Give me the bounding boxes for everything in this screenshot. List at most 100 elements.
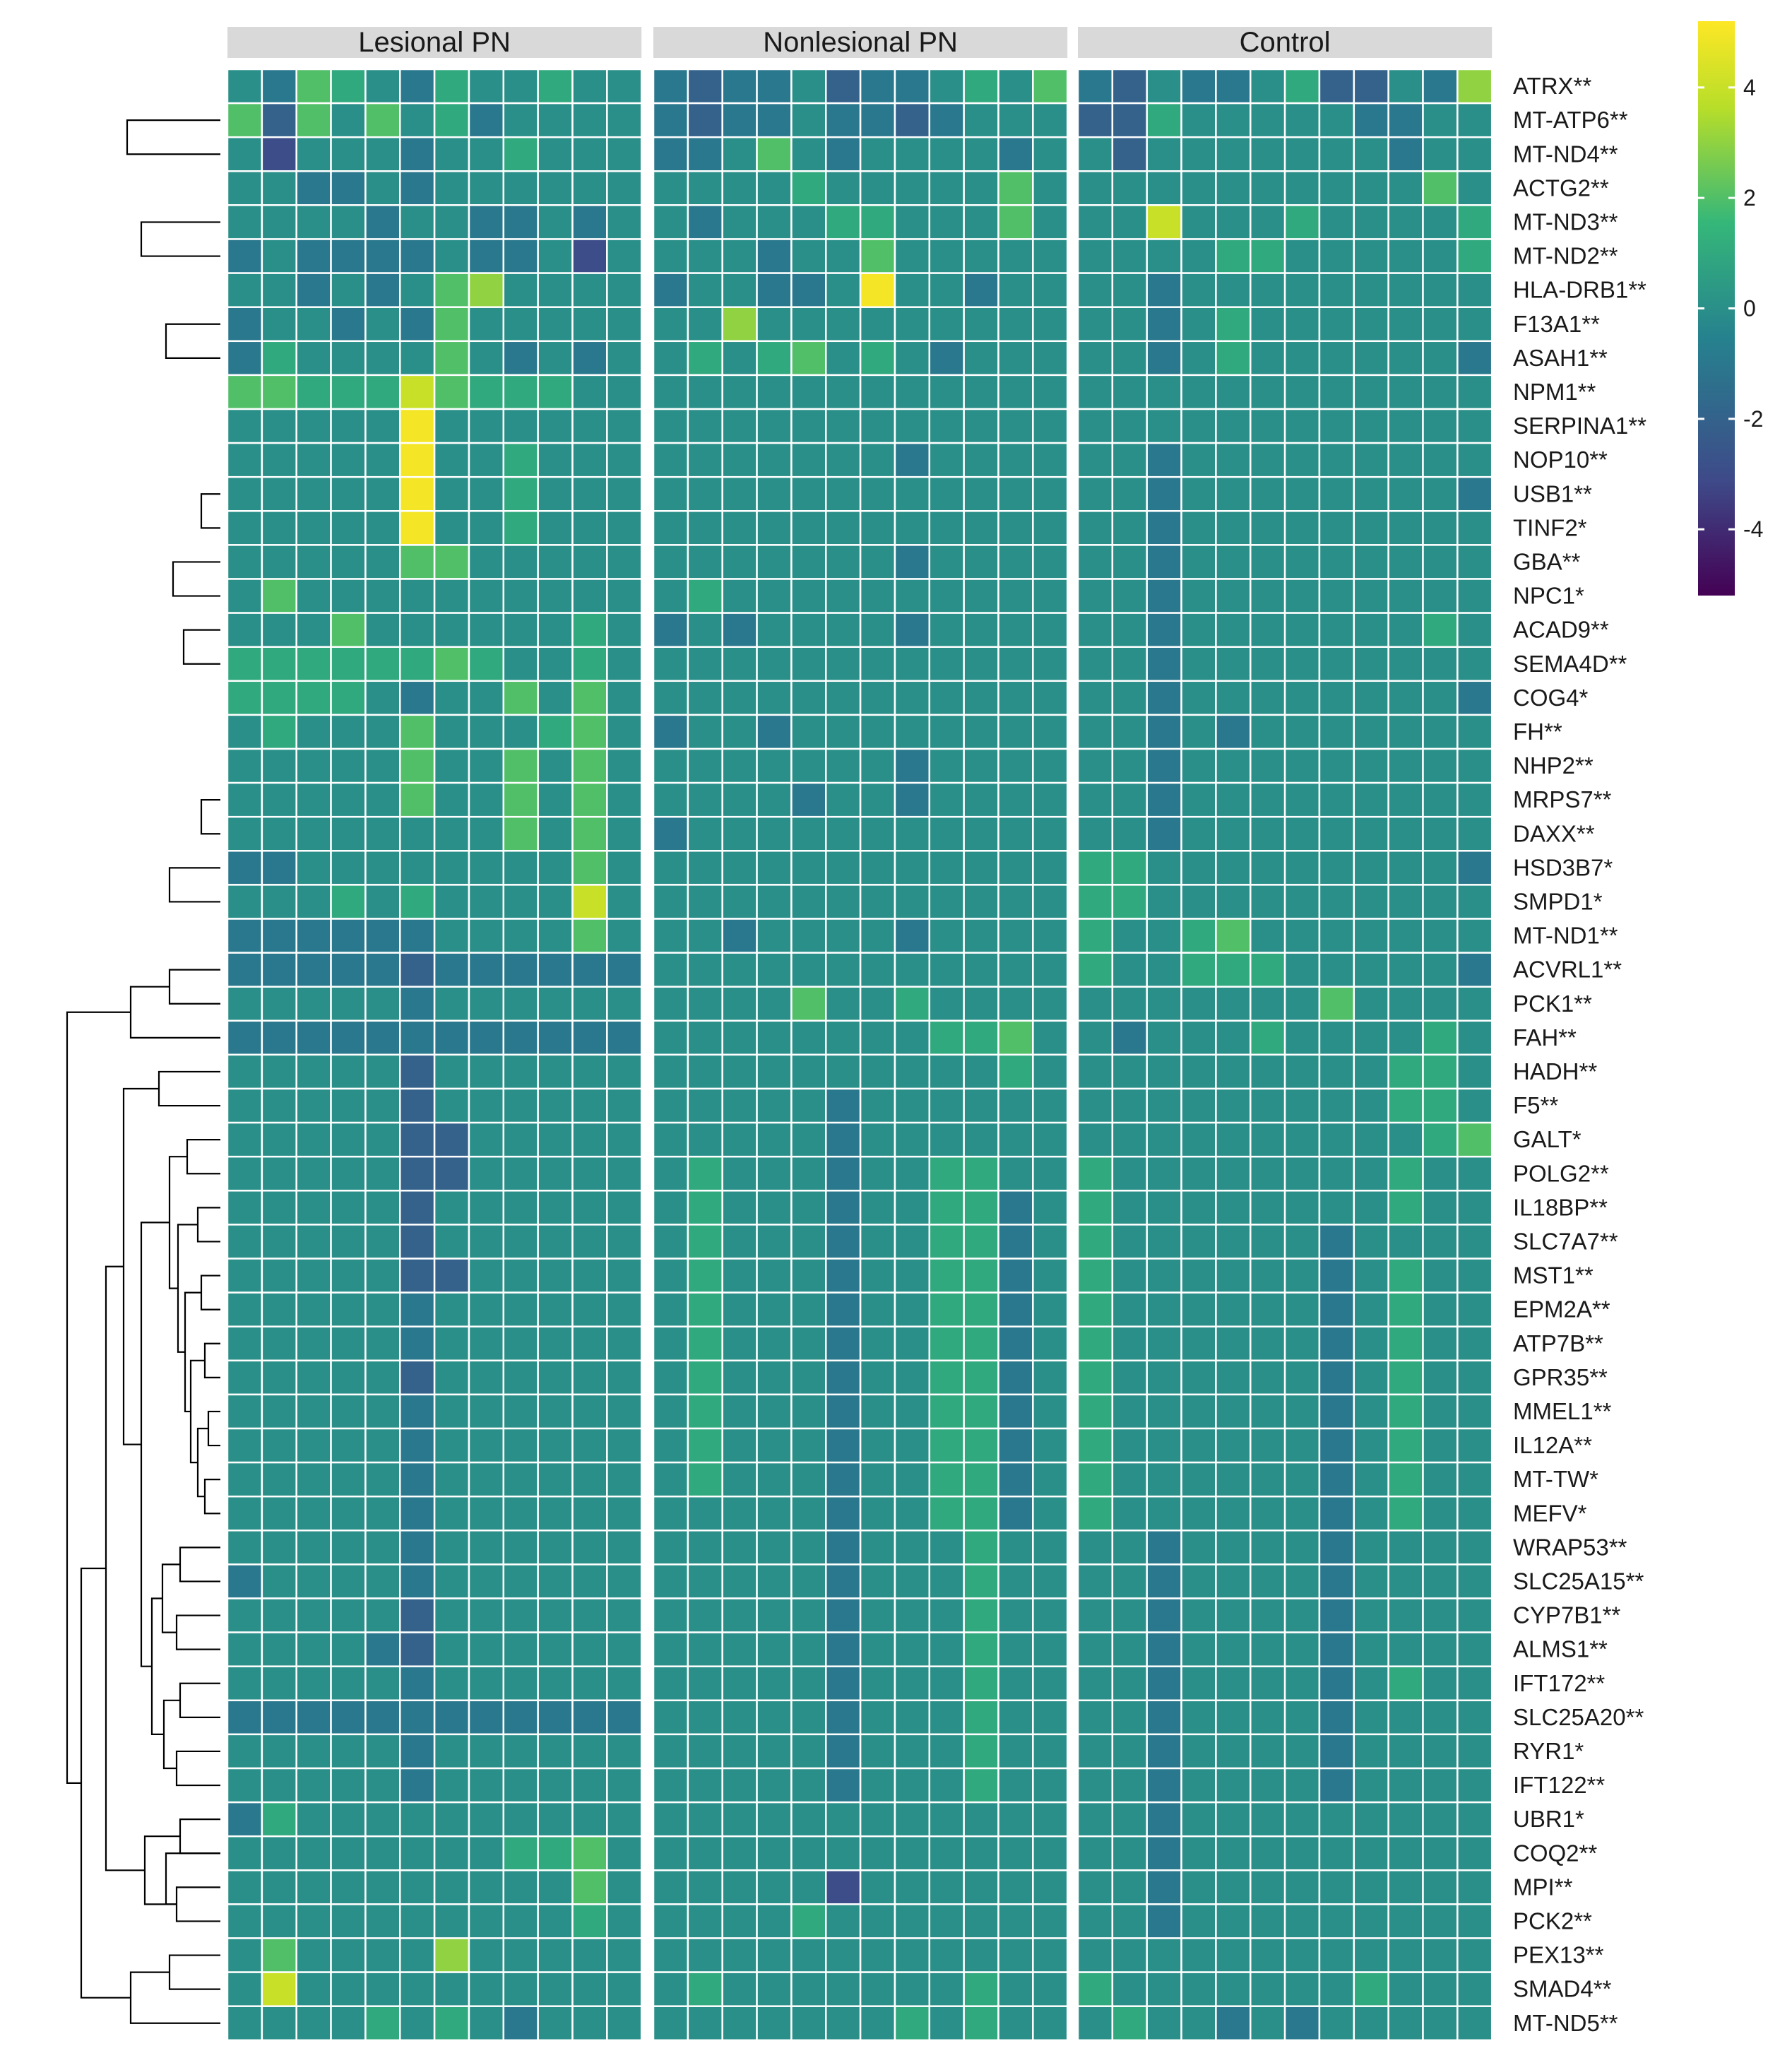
heatmap-cell	[1215, 170, 1252, 206]
heatmap-cell	[606, 1869, 643, 1905]
heatmap-cell	[1076, 238, 1114, 274]
gene-label: MT-ND1**	[1513, 923, 1618, 949]
heatmap-cell	[1076, 510, 1114, 546]
heatmap-cell	[1353, 612, 1389, 648]
heatmap-cell	[1387, 1190, 1424, 1226]
heatmap-cell	[756, 646, 793, 682]
heatmap-cell	[537, 2005, 574, 2042]
heatmap-cell	[1032, 1224, 1069, 1260]
heatmap-cell	[963, 1291, 999, 1327]
heatmap-cell	[652, 1699, 689, 1736]
heatmap-cell	[1353, 918, 1389, 954]
heatmap-cell	[859, 918, 896, 954]
heatmap-cell	[468, 1325, 505, 1362]
heatmap-cell	[226, 1903, 263, 1939]
heatmap-cell	[1250, 1461, 1286, 1498]
heatmap-cell	[825, 815, 862, 852]
heatmap-cell	[825, 884, 862, 920]
heatmap-cell	[606, 1665, 643, 1702]
heatmap-cell	[756, 1495, 793, 1532]
heatmap-cell	[261, 1835, 297, 1871]
heatmap-cell	[825, 1971, 862, 2007]
heatmap-cell	[1353, 1155, 1389, 1192]
heatmap-cell	[928, 578, 965, 614]
heatmap-cell	[537, 680, 574, 716]
heatmap-cell	[1180, 442, 1217, 478]
heatmap-cell	[1318, 1733, 1355, 1770]
heatmap-cell	[1180, 1461, 1217, 1498]
heatmap-cell	[1353, 374, 1389, 410]
heatmap-cell	[1250, 578, 1286, 614]
heatmap-cell	[468, 1869, 505, 1905]
heatmap-cell	[433, 68, 470, 105]
heatmap-cell	[963, 306, 999, 343]
heatmap-cell	[963, 340, 999, 377]
heatmap-cell	[330, 1258, 367, 1294]
heatmap-cell	[606, 306, 643, 343]
heatmap-cell	[1283, 1971, 1321, 2007]
heatmap-cell	[894, 408, 931, 444]
heatmap-cell	[261, 714, 297, 750]
heatmap-cell	[1180, 340, 1217, 377]
heatmap-cell	[687, 68, 723, 105]
heatmap-cell	[963, 510, 999, 546]
heatmap-cell	[859, 646, 896, 682]
heatmap-cell	[1387, 1971, 1424, 2007]
heatmap-cell	[1422, 918, 1459, 954]
heatmap-cell	[1146, 1869, 1182, 1905]
heatmap-cell	[571, 1733, 608, 1770]
heatmap-cell	[1146, 612, 1182, 648]
heatmap-cell	[652, 1291, 689, 1327]
heatmap-cell	[1250, 272, 1286, 308]
heatmap-cell	[364, 1699, 401, 1736]
heatmap-cell	[652, 475, 689, 512]
gene-label: F13A1**	[1513, 311, 1600, 337]
heatmap-cell	[571, 986, 608, 1022]
heatmap-cell	[1180, 1767, 1217, 1804]
heatmap-cell	[1422, 1461, 1459, 1498]
heatmap-cell	[364, 578, 401, 614]
heatmap-cell	[928, 1801, 965, 1838]
heatmap-cell	[468, 1699, 505, 1736]
heatmap-cell	[1422, 646, 1459, 682]
heatmap-cell	[433, 170, 470, 206]
heatmap-cell	[859, 170, 896, 206]
gene-label: MMEL1**	[1513, 1398, 1612, 1424]
heatmap-cell	[721, 986, 758, 1022]
heatmap-cell	[652, 1461, 689, 1498]
heatmap-cell	[261, 170, 297, 206]
heatmap-cell	[1456, 475, 1493, 512]
heatmap-cell	[1456, 1869, 1493, 1905]
heatmap-cell	[825, 170, 862, 206]
heatmap-cell	[330, 1767, 367, 1804]
heatmap-cell	[399, 442, 436, 478]
heatmap-cell	[1032, 1393, 1069, 1430]
heatmap-cell	[537, 1530, 574, 1566]
heatmap-cell	[928, 1053, 965, 1090]
heatmap-cell	[433, 1325, 470, 1362]
heatmap-cell	[1111, 1971, 1148, 2007]
heatmap-cell	[226, 1733, 263, 1770]
heatmap-cell	[1387, 578, 1424, 614]
heatmap-cell	[330, 1190, 367, 1226]
heatmap-cell	[1353, 1665, 1389, 1702]
heatmap-cell	[928, 238, 965, 274]
heatmap-cell	[502, 1359, 539, 1396]
heatmap-cell	[894, 1869, 931, 1905]
heatmap-cell	[687, 1597, 723, 1633]
heatmap-cell	[261, 918, 297, 954]
heatmap-cell	[1076, 1053, 1114, 1090]
heatmap-cell	[1215, 510, 1252, 546]
heatmap-cell	[997, 1291, 1034, 1327]
heatmap-cell	[606, 1699, 643, 1736]
heatmap-cell	[1353, 747, 1389, 784]
heatmap-cell	[295, 1291, 332, 1327]
heatmap-cell	[652, 306, 689, 343]
heatmap-cell	[261, 952, 297, 988]
heatmap-cell	[928, 1937, 965, 1973]
gene-label: PCK2**	[1513, 1908, 1592, 1934]
heatmap-cell	[364, 68, 401, 105]
heatmap-cell	[790, 442, 827, 478]
heatmap-cell	[226, 1291, 263, 1327]
heatmap-cell	[433, 238, 470, 274]
